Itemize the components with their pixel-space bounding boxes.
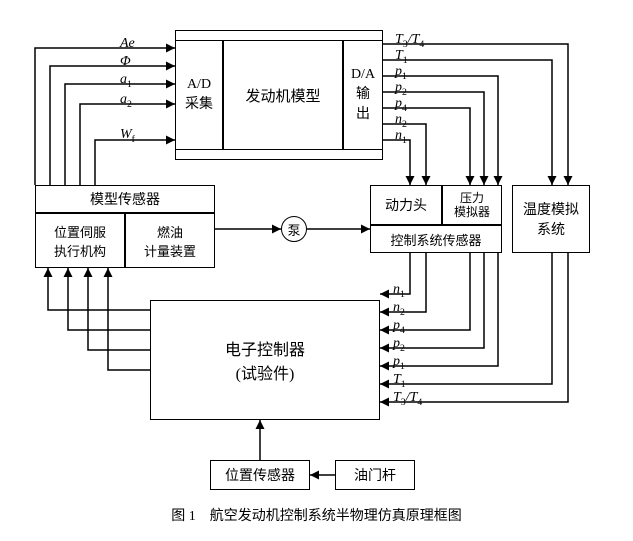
diagram-canvas: A/D 采集 发动机模型 D/A 输 出 模型传感器 位置伺服 执行机构 燃油 … — [0, 0, 633, 541]
model-sensor-box: 模型传感器 — [35, 185, 215, 213]
left-label-3: a2 — [120, 92, 132, 110]
figure-caption: 图 1 航空发动机控制系统半物理仿真原理框图 — [0, 505, 633, 525]
left-label-0: Ae — [120, 36, 135, 52]
ecu-in-label-3: p2 — [393, 336, 405, 354]
pos-sensor-box: 位置传感器 — [210, 460, 310, 490]
left-label-4: Wf — [120, 127, 135, 145]
pressure-box: 压力 模拟器 — [442, 185, 502, 225]
engine-model-box: 发动机模型 — [223, 40, 343, 150]
throttle-box: 油门杆 — [335, 460, 415, 490]
pump-circle: 泵 — [281, 216, 307, 242]
ad-box: A/D 采集 — [175, 40, 223, 150]
ecu-in-label-1: n2 — [393, 300, 405, 318]
ecu-in-label-2: p4 — [393, 318, 405, 336]
ecu-in-label-6: T3/T4 — [393, 390, 422, 408]
ecu-box: 电子控制器 (试验件) — [150, 300, 380, 420]
fuel-box: 燃油 计量装置 — [125, 213, 215, 268]
ecu-in-label-0: n1 — [393, 282, 405, 300]
ecu-in-label-4: p1 — [393, 354, 405, 372]
ctrl-sensor-box: 控制系统传感器 — [370, 225, 502, 253]
servo-box: 位置伺服 执行机构 — [35, 213, 125, 268]
temp-sim-box: 温度模拟 系统 — [512, 185, 590, 253]
power-head-box: 动力头 — [370, 185, 442, 225]
da-out-label-6: n1 — [395, 128, 407, 146]
left-label-1: Φ — [120, 54, 131, 70]
left-label-2: a1 — [120, 72, 132, 90]
da-box: D/A 输 出 — [343, 40, 383, 150]
ecu-in-label-5: T1 — [393, 372, 406, 390]
